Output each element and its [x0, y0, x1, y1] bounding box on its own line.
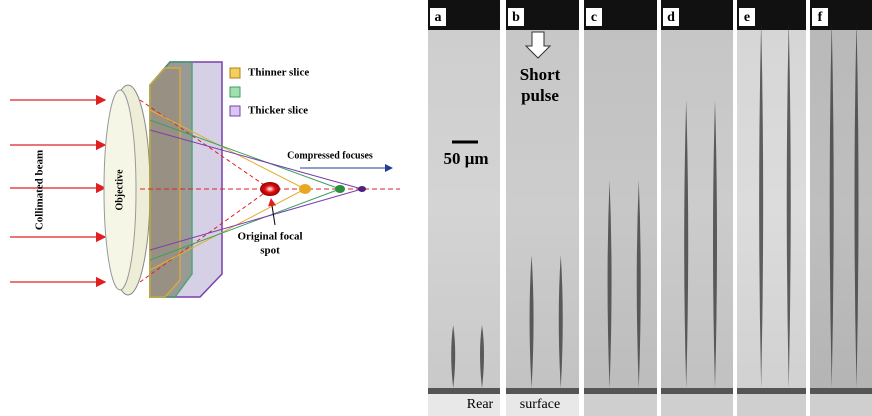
scale-label: 50 μm — [443, 149, 488, 168]
rear-surface — [506, 388, 579, 394]
panel: a — [428, 0, 500, 416]
focus-spot — [335, 185, 345, 193]
short-pulse-label: pulse — [521, 86, 559, 105]
short-pulse-label: Short — [520, 65, 561, 84]
rear-surface — [810, 388, 872, 394]
legend-label: Thicker slice — [248, 105, 308, 117]
legend-swatch — [230, 106, 240, 116]
rear-surface — [428, 388, 500, 394]
panel-label: a — [435, 10, 442, 25]
panel: f — [810, 0, 872, 416]
objective-label: Objective — [114, 169, 125, 211]
panel-label: e — [744, 10, 750, 25]
panel-bottom — [737, 394, 806, 416]
panel-image-shade — [661, 0, 733, 416]
panel: c — [584, 0, 657, 416]
panel-bottom — [584, 394, 657, 416]
focusing-diagram: Collimated beam Objective Original focal… — [10, 62, 400, 297]
rear-surface — [584, 388, 657, 394]
rear-label: Rear — [467, 397, 494, 412]
beam-label: Collimated beam — [34, 150, 46, 230]
panel-image-shade — [584, 0, 657, 416]
legend-swatch — [230, 87, 240, 97]
panel: e — [737, 0, 806, 416]
panel-bottom — [810, 394, 872, 416]
panel-image-shade — [506, 0, 579, 416]
figure: Collimated beam Objective Original focal… — [0, 0, 872, 416]
rear-surface — [661, 388, 733, 394]
slices — [150, 62, 222, 297]
panel: d — [661, 0, 733, 416]
spot-label: spot — [260, 245, 280, 257]
focus-spot — [299, 184, 311, 194]
panel: b — [506, 0, 579, 416]
panel-label: f — [818, 10, 823, 25]
panel-label: d — [667, 10, 675, 25]
pointer — [271, 199, 275, 225]
legend-swatch — [230, 68, 240, 78]
original-spot — [260, 182, 280, 196]
surface-label: surface — [520, 397, 560, 412]
legend-label: Thinner slice — [248, 67, 309, 79]
micrograph-panels: a b c d e f — [428, 0, 872, 416]
beam-arrows — [10, 100, 105, 282]
panel-image-shade — [737, 0, 806, 416]
rear-surface — [737, 388, 806, 394]
panel-label: c — [591, 10, 597, 25]
panel-image-shade — [428, 0, 500, 416]
focus-spot — [358, 186, 366, 192]
panel-bottom — [661, 394, 733, 416]
spot-label: Original focal — [237, 231, 302, 243]
panel-image-shade — [810, 0, 872, 416]
panel-label: b — [512, 10, 520, 25]
compressed-label: Compressed focuses — [287, 150, 373, 161]
